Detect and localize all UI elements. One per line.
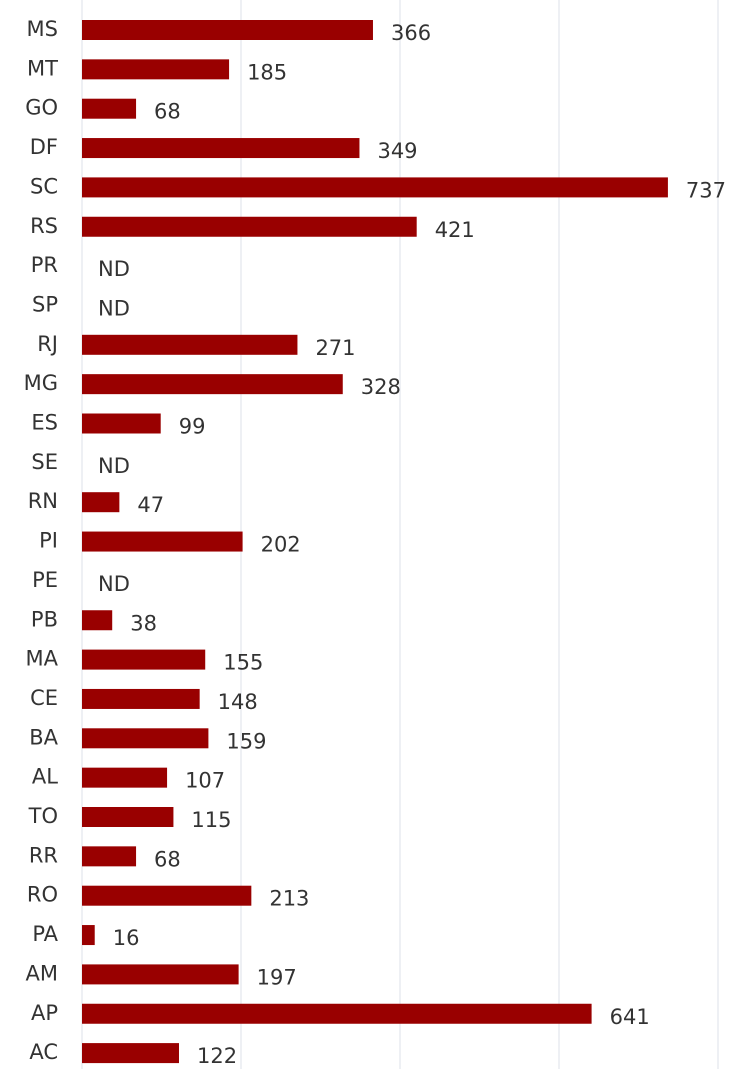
y-tick-label: SE	[31, 450, 58, 474]
value-label: 99	[179, 415, 206, 439]
y-tick-label: AC	[29, 1040, 58, 1064]
bar	[82, 98, 137, 119]
bar	[82, 413, 161, 434]
bar	[82, 885, 252, 906]
bar	[82, 531, 243, 552]
bar	[82, 1003, 592, 1024]
value-label: ND	[98, 257, 130, 281]
value-label: 16	[113, 926, 140, 950]
bar	[82, 1043, 179, 1064]
value-label: 122	[197, 1044, 237, 1068]
y-tick-label: RS	[30, 214, 58, 238]
bar	[82, 807, 174, 827]
value-label: 271	[315, 336, 355, 360]
y-tick-label: TO	[28, 804, 58, 828]
value-label: 185	[247, 60, 287, 84]
y-tick-label: DF	[30, 135, 58, 159]
value-label: ND	[98, 454, 130, 478]
value-label: 202	[261, 533, 301, 557]
bar	[82, 177, 668, 198]
y-tick-label: BA	[29, 725, 58, 749]
bar	[82, 767, 168, 788]
value-label: 366	[391, 21, 431, 45]
bar	[82, 216, 417, 237]
bar	[82, 610, 113, 631]
y-tick-label: MT	[27, 56, 58, 80]
bar	[82, 846, 137, 867]
bar	[82, 334, 298, 355]
value-label: 328	[361, 375, 401, 399]
value-label: 68	[154, 100, 181, 124]
y-tick-label: PI	[39, 529, 58, 553]
value-label: 155	[223, 651, 263, 675]
bar	[82, 925, 95, 946]
value-label: 197	[257, 965, 297, 989]
bar	[82, 964, 239, 985]
value-label: 349	[377, 139, 417, 163]
y-tick-label: MS	[27, 17, 58, 41]
value-label: 115	[191, 808, 231, 832]
y-tick-label: PE	[32, 568, 58, 592]
y-tick-label: RO	[27, 883, 58, 907]
y-tick-label: PR	[31, 253, 58, 277]
value-label: 148	[218, 690, 258, 714]
y-tick-label: AL	[32, 765, 58, 789]
value-label: 641	[610, 1005, 650, 1029]
value-label: 68	[154, 847, 181, 871]
y-tick-label: MG	[24, 371, 58, 395]
y-tick-label: SC	[30, 174, 58, 198]
value-label: 421	[435, 218, 475, 242]
value-label: 737	[686, 178, 726, 202]
bar	[82, 728, 209, 749]
y-tick-label: GO	[25, 96, 58, 120]
bar	[82, 20, 373, 40]
value-label: ND	[98, 572, 130, 596]
bar	[82, 138, 360, 159]
value-label: 213	[269, 887, 309, 911]
y-tick-label: RJ	[37, 332, 58, 356]
value-label: 38	[130, 611, 157, 635]
value-label: ND	[98, 296, 130, 320]
bar	[82, 649, 206, 670]
value-label: 107	[185, 769, 225, 793]
y-tick-label: ES	[31, 411, 58, 435]
bar	[82, 688, 200, 709]
y-tick-label: AP	[31, 1001, 58, 1025]
y-tick-label: PB	[31, 607, 58, 631]
y-tick-label: MA	[26, 647, 59, 671]
y-tick-label: RR	[29, 843, 58, 867]
value-label: 47	[137, 493, 164, 517]
value-label: 159	[226, 729, 266, 753]
bar	[82, 374, 343, 395]
bar	[82, 492, 120, 513]
y-tick-label: CE	[30, 686, 58, 710]
y-tick-label: SP	[32, 292, 58, 316]
y-tick-label: RN	[28, 489, 58, 513]
y-tick-label: AM	[26, 961, 58, 985]
bar	[82, 59, 230, 80]
y-tick-label: PA	[32, 922, 58, 946]
